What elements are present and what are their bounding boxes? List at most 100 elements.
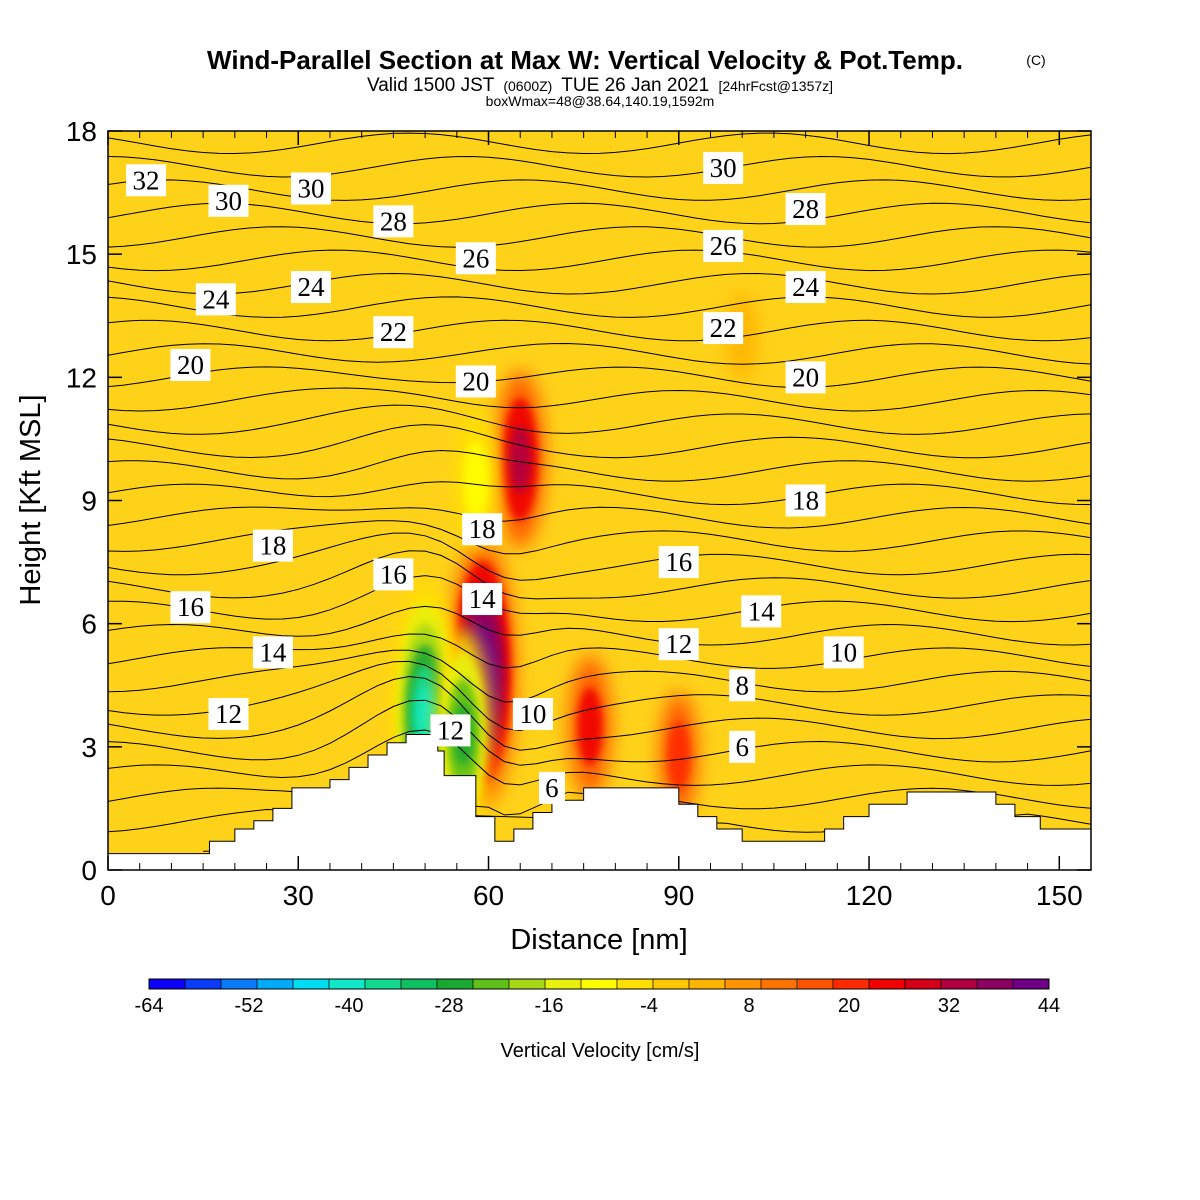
contour-label-box-31	[538, 771, 565, 804]
colorbar-swatch-11	[545, 979, 582, 989]
contour-label-box-10	[785, 271, 826, 304]
contour-label-9: 24	[297, 272, 325, 302]
copyright-mark: (C)	[1026, 52, 1045, 68]
colorbar-swatch-9	[473, 979, 510, 989]
colorbar-tick-label-8: 32	[938, 995, 960, 1017]
valid-line: Valid 1500 JST (0600Z) TUE 26 Jan 2021 […	[367, 75, 833, 96]
contour-label-box-22	[462, 583, 503, 616]
contour-label-10: 24	[792, 272, 820, 302]
x-tick-label-4: 120	[846, 880, 893, 911]
contour-label-box-11	[373, 316, 414, 349]
colorbar-swatch-3	[257, 979, 294, 989]
colorbar-swatch-12	[581, 979, 618, 989]
contour-label-box-25	[208, 697, 249, 730]
contour-label-box-12	[703, 312, 744, 345]
contour-label-box-7	[703, 229, 744, 262]
colorbar-swatch-13	[617, 979, 654, 989]
contour-label-19: 16	[177, 592, 204, 622]
colorbar-swatch-17	[761, 979, 798, 989]
contour-label-box-8	[195, 283, 236, 316]
velocity-feature-5-layer-1	[577, 687, 603, 765]
colorbar-swatch-2	[221, 979, 258, 989]
contour-label-box-28	[512, 697, 553, 730]
colorbar-swatch-24	[1013, 979, 1050, 989]
contour-label-box-0	[126, 164, 167, 197]
colorbar-swatch-22	[941, 979, 978, 989]
colorbar-swatch-1	[185, 979, 222, 989]
contour-label-15: 20	[792, 362, 819, 392]
contour-label-1: 30	[215, 186, 242, 216]
contour-label-14: 20	[462, 366, 489, 396]
colorbar-tick-label-9: 44	[1038, 995, 1060, 1017]
contour-label-26: 12	[437, 715, 464, 745]
colorbar-tick-label-5: -4	[640, 995, 658, 1017]
theta-contour-24	[108, 366, 1091, 389]
contour-label-5: 30	[710, 153, 737, 183]
theta-contour-32	[108, 179, 1091, 201]
theta-contour-30	[108, 226, 1091, 248]
contour-label-4: 26	[462, 243, 489, 273]
contour-label-box-6	[785, 193, 826, 226]
contour-label-box-2	[290, 172, 331, 205]
contour-label-0: 32	[133, 165, 160, 195]
theta-contour-27	[108, 296, 1091, 318]
contour-label-23: 14	[259, 637, 287, 667]
colorbar-tick-label-6: 8	[743, 995, 754, 1017]
x-tick-label-5: 150	[1036, 880, 1083, 911]
contour-label-24: 14	[748, 596, 776, 626]
contour-label-box-13	[170, 349, 211, 382]
theta-contour-14	[108, 575, 1091, 623]
contour-label-box-15	[785, 361, 826, 394]
contour-label-box-5	[703, 151, 744, 184]
contour-label-25: 12	[215, 699, 242, 729]
colorbar-swatch-4	[293, 979, 330, 989]
contour-label-6: 28	[792, 194, 819, 224]
theta-contour-21	[108, 424, 1091, 459]
contour-label-3: 28	[380, 206, 407, 236]
theta-contour-20	[108, 449, 1091, 482]
colorbar-swatch-23	[977, 979, 1014, 989]
theta-contour-15	[108, 550, 1091, 600]
theta-contour-6	[108, 787, 1091, 816]
y-tick-label-5: 15	[66, 239, 97, 270]
terrain-profile	[108, 734, 1091, 870]
contour-label-29: 10	[830, 637, 857, 667]
velocity-feature-4-layer-1	[463, 441, 489, 519]
theta-contour-33	[108, 155, 1091, 178]
colorbar-swatch-8	[437, 979, 474, 989]
contour-label-11: 22	[380, 317, 407, 347]
theta-contour-26	[108, 319, 1091, 342]
contour-label-box-24	[741, 595, 782, 628]
contour-label-17: 18	[259, 531, 286, 561]
theta-contour-22	[108, 404, 1091, 435]
colorbar-tick-label-4: -16	[535, 995, 564, 1017]
y-axis-label: Height [Kft MSL]	[15, 394, 47, 605]
velocity-feature-1-layer-2	[509, 425, 532, 494]
theta-contour-11	[108, 649, 1091, 703]
colorbar-swatch-6	[365, 979, 402, 989]
contour-label-16: 18	[469, 514, 496, 544]
theta-contour-9	[108, 675, 1091, 751]
contour-label-20: 16	[380, 559, 407, 589]
y-tick-label-0: 0	[81, 855, 97, 886]
x-tick-label-1: 30	[283, 880, 314, 911]
colorbar-swatch-14	[653, 979, 690, 989]
plot-area	[108, 131, 1091, 870]
contour-label-box-26	[430, 714, 471, 747]
contour-label-box-1	[208, 184, 249, 217]
y-tick-label-2: 6	[81, 609, 97, 640]
colorbar-swatch-16	[725, 979, 762, 989]
theta-contour-23	[108, 387, 1091, 412]
y-tick-label-3: 9	[81, 486, 97, 517]
theta-contour-29	[108, 249, 1091, 272]
contour-label-box-3	[373, 205, 414, 238]
contour-label-7: 26	[710, 231, 737, 261]
theta-contour-7	[108, 729, 1091, 786]
theta-contour-13	[108, 605, 1091, 646]
colorbar-tick-label-0: -64	[135, 995, 164, 1017]
theta-contour-16	[108, 532, 1091, 581]
contour-label-box-21	[658, 546, 699, 579]
colorbar-swatch-10	[509, 979, 546, 989]
theta-contour-25	[108, 342, 1091, 365]
